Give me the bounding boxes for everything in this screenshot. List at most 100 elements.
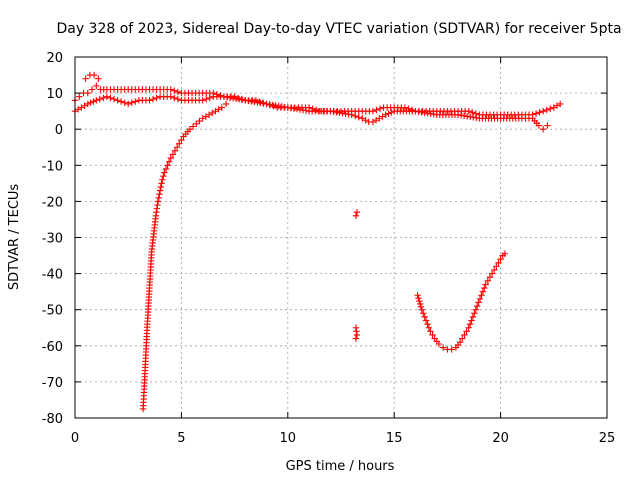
data-point — [401, 104, 409, 111]
data-point — [469, 313, 477, 321]
data-point — [539, 126, 547, 133]
data-point — [556, 100, 564, 108]
data-point — [448, 346, 455, 353]
series-upper-band-lower-track — [71, 93, 551, 133]
data-point — [420, 310, 427, 317]
data-point — [149, 95, 157, 103]
data-point — [488, 270, 496, 277]
y-tick-label: -60 — [42, 340, 63, 355]
data-point — [535, 122, 543, 129]
data-point — [429, 331, 436, 339]
data-point — [88, 86, 96, 93]
data-point — [456, 338, 464, 346]
data-point — [162, 165, 170, 173]
data-point — [421, 313, 428, 321]
data-point — [469, 109, 476, 116]
data-point — [167, 86, 174, 93]
data-point — [156, 187, 164, 194]
data-point — [493, 263, 500, 270]
data-point — [161, 169, 168, 176]
data-point — [481, 284, 488, 292]
data-point — [388, 109, 395, 116]
data-point — [128, 99, 135, 106]
data-point — [189, 123, 197, 130]
data-point — [484, 277, 492, 285]
x-tick-label: 10 — [280, 431, 297, 446]
data-point — [103, 93, 111, 100]
data-point — [476, 295, 484, 303]
data-point — [468, 317, 475, 324]
data-point — [414, 292, 421, 299]
data-point — [125, 100, 132, 108]
data-point — [422, 317, 430, 324]
data-point — [369, 107, 377, 115]
data-point — [351, 112, 359, 120]
data-point — [174, 88, 182, 96]
data-point — [491, 266, 498, 274]
data-point — [418, 306, 426, 313]
x-tick-label: 20 — [492, 431, 509, 446]
data-point — [353, 331, 361, 339]
data-point — [465, 107, 472, 115]
data-point — [435, 340, 443, 348]
data-marks — [71, 71, 564, 413]
data-point — [479, 288, 487, 295]
chart-title: Day 328 of 2023, Sidereal Day-to-day VTE… — [56, 21, 621, 37]
data-point — [90, 98, 97, 105]
y-tick-label: -40 — [42, 268, 63, 283]
data-point — [110, 95, 118, 103]
data-point — [352, 212, 360, 220]
data-point — [439, 344, 447, 351]
data-point — [199, 97, 206, 104]
y-tick-label: 20 — [46, 51, 63, 66]
data-point — [348, 111, 355, 118]
data-point — [158, 180, 165, 187]
data-point — [186, 126, 194, 133]
data-point — [84, 100, 91, 108]
data-point — [532, 110, 540, 117]
data-point — [153, 94, 160, 102]
series-isolated-upper — [352, 209, 361, 220]
y-tick-label: -10 — [42, 159, 63, 174]
data-point — [461, 331, 468, 339]
data-point — [465, 324, 472, 331]
data-point — [90, 71, 98, 79]
data-point — [203, 95, 210, 103]
data-point — [425, 324, 433, 331]
data-point — [206, 94, 213, 102]
y-tick-label: -50 — [42, 304, 63, 319]
series-rising-arc — [139, 100, 230, 413]
data-point — [218, 104, 226, 111]
y-tick-label: -20 — [42, 195, 63, 210]
data-point — [176, 140, 183, 147]
data-point — [196, 117, 203, 125]
data-point — [155, 194, 162, 201]
data-point — [164, 162, 171, 169]
data-point — [373, 106, 380, 114]
data-point — [473, 302, 481, 310]
data-point — [154, 198, 162, 205]
x-tick-label: 15 — [386, 431, 403, 446]
data-point — [160, 172, 167, 180]
data-point — [495, 259, 502, 266]
data-point — [93, 82, 100, 90]
data-point — [463, 328, 470, 335]
data-point — [353, 209, 361, 216]
data-point — [159, 176, 166, 183]
data-point — [539, 107, 547, 115]
x-tick-label: 0 — [71, 431, 79, 446]
data-point — [547, 105, 554, 112]
x-tick-label: 25 — [599, 431, 616, 446]
y-tick-label: -80 — [42, 412, 63, 427]
y-tick-label: -70 — [42, 376, 63, 391]
data-point — [100, 94, 107, 102]
y-tick-labels: 20 10 0 -10 -20 -30 -40 -50 -60 -70 -80 — [42, 51, 63, 427]
data-point — [478, 292, 485, 299]
data-point — [544, 122, 551, 129]
series-early-spike — [82, 71, 102, 82]
data-point — [167, 93, 174, 100]
data-point — [95, 75, 102, 82]
data-point — [501, 250, 509, 257]
data-point — [417, 303, 425, 311]
